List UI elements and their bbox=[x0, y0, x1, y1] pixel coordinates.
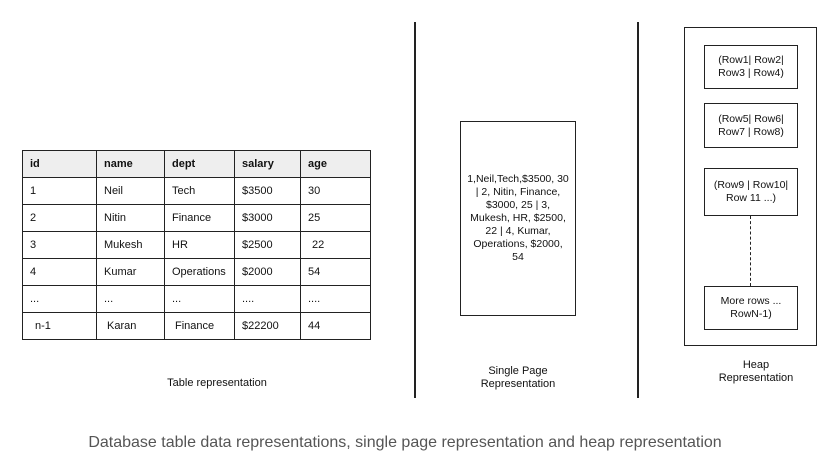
cell-id: n-1 bbox=[22, 312, 97, 340]
table-header-row: id name dept salary age bbox=[22, 150, 371, 178]
cell-name: ... bbox=[96, 285, 165, 313]
cell-dept: Finance bbox=[164, 312, 235, 340]
cell-salary: $2500 bbox=[234, 231, 301, 259]
cell-age: 44 bbox=[300, 312, 371, 340]
cell-salary: $22200 bbox=[234, 312, 301, 340]
cell-id: ... bbox=[22, 285, 97, 313]
cell-dept: ... bbox=[164, 285, 235, 313]
heap-continuation-line bbox=[750, 216, 751, 286]
table-row: 4 Kumar Operations $2000 54 bbox=[22, 258, 371, 286]
heap-block: (Row5| Row6| Row7 | Row8) bbox=[704, 103, 798, 148]
table-row: n-1 Karan Finance $22200 44 bbox=[22, 312, 371, 340]
heap-block: (Row1| Row2| Row3 | Row4) bbox=[704, 45, 798, 89]
heap-block-label: (Row9 | Row10| Row 11 ...) bbox=[713, 179, 789, 204]
section-divider-right bbox=[637, 22, 639, 398]
table-row: ... ... ... .... .... bbox=[22, 285, 371, 313]
heap-caption-line2: Representation bbox=[718, 372, 794, 384]
header-id: id bbox=[22, 150, 97, 178]
table-row: 1 Neil Tech $3500 30 bbox=[22, 177, 371, 205]
cell-dept: Tech bbox=[164, 177, 235, 205]
single-page-caption-line1: Single Page bbox=[488, 365, 548, 377]
header-salary: salary bbox=[234, 150, 301, 178]
cell-name: Mukesh bbox=[96, 231, 165, 259]
cell-salary: $2000 bbox=[234, 258, 301, 286]
heap-container: (Row1| Row2| Row3 | Row4) (Row5| Row6| R… bbox=[684, 27, 817, 346]
heap-block: More rows ... RowN-1) bbox=[704, 286, 798, 330]
cell-dept: Finance bbox=[164, 204, 235, 232]
figure-caption: Database table data representations, sin… bbox=[88, 434, 722, 451]
section-divider-left bbox=[414, 22, 416, 398]
header-age: age bbox=[300, 150, 371, 178]
cell-name: Karan bbox=[96, 312, 165, 340]
header-dept: dept bbox=[164, 150, 235, 178]
cell-id: 4 bbox=[22, 258, 97, 286]
table-representation-caption: Table representation bbox=[167, 377, 267, 389]
single-page-caption: Single Page Representation bbox=[458, 365, 578, 391]
employee-table: id name dept salary age 1 Neil Tech $350… bbox=[22, 150, 371, 340]
heap-block-label: (Row5| Row6| Row7 | Row8) bbox=[718, 112, 784, 138]
table-row: 2 Nitin Finance $3000 25 bbox=[22, 204, 371, 232]
cell-dept: Operations bbox=[164, 258, 235, 286]
cell-salary: .... bbox=[234, 285, 301, 313]
cell-dept: HR bbox=[164, 231, 235, 259]
heap-caption: Heap Representation bbox=[696, 359, 816, 385]
cell-salary: $3000 bbox=[234, 204, 301, 232]
cell-age: 30 bbox=[300, 177, 371, 205]
cell-age: 54 bbox=[300, 258, 371, 286]
cell-age: 22 bbox=[300, 231, 371, 259]
cell-id: 3 bbox=[22, 231, 97, 259]
header-name: name bbox=[96, 150, 165, 178]
table-row: 3 Mukesh HR $2500 22 bbox=[22, 231, 371, 259]
cell-id: 2 bbox=[22, 204, 97, 232]
heap-block-label: More rows ... RowN-1) bbox=[720, 295, 782, 320]
cell-name: Nitin bbox=[96, 204, 165, 232]
cell-name: Kumar bbox=[96, 258, 165, 286]
heap-block: (Row9 | Row10| Row 11 ...) bbox=[704, 168, 798, 216]
heap-block-label: (Row1| Row2| Row3 | Row4) bbox=[718, 54, 784, 79]
cell-age: 25 bbox=[300, 204, 371, 232]
single-page-caption-line2: Representation bbox=[480, 378, 556, 390]
cell-name: Neil bbox=[96, 177, 165, 205]
cell-salary: $3500 bbox=[234, 177, 301, 205]
cell-age: .... bbox=[300, 285, 371, 313]
single-page-content: 1,Neil,Tech,$3500, 30 | 2, Nitin, Financ… bbox=[467, 173, 569, 263]
heap-caption-line1: Heap bbox=[742, 359, 770, 371]
cell-id: 1 bbox=[22, 177, 97, 205]
single-page-box: 1,Neil,Tech,$3500, 30 | 2, Nitin, Financ… bbox=[460, 121, 576, 316]
